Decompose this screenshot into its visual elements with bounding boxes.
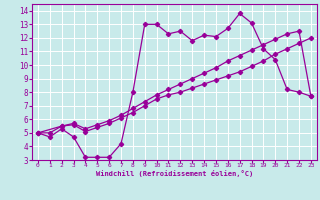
- X-axis label: Windchill (Refroidissement éolien,°C): Windchill (Refroidissement éolien,°C): [96, 170, 253, 177]
